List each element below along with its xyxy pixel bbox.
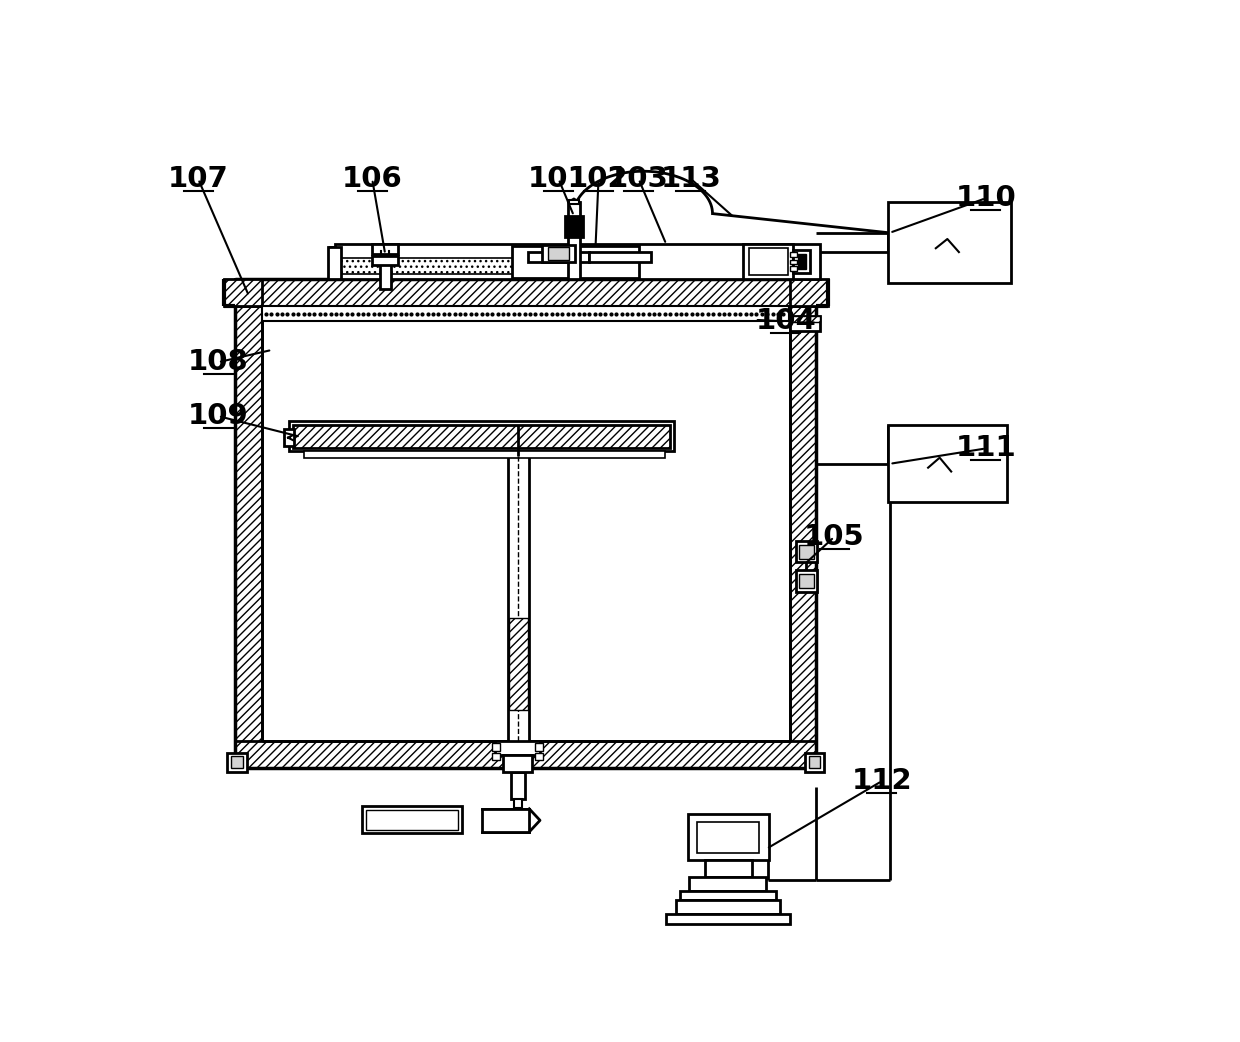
Bar [362,807,463,834]
Text: 112: 112 [852,767,913,795]
Bar [542,245,575,263]
Bar [790,316,821,331]
Text: 101: 101 [528,165,589,193]
Bar [790,279,828,306]
Bar [569,200,579,204]
Text: 103: 103 [608,165,670,193]
Bar [688,814,769,861]
Bar [372,245,398,253]
Bar [808,756,821,768]
Bar [341,258,619,274]
Bar [666,914,790,923]
Bar [379,245,391,289]
Bar [805,752,825,772]
Bar [262,306,790,321]
Bar [794,250,810,273]
Bar [799,574,815,588]
Bar [536,752,543,761]
Bar [790,316,821,322]
Bar [511,772,525,799]
Bar [503,754,532,772]
Text: 102: 102 [568,165,629,193]
Bar [495,741,539,754]
Bar [799,253,806,269]
Bar [492,743,500,751]
Bar [289,422,675,451]
Bar [372,256,398,265]
Bar [481,809,529,832]
Bar [231,756,243,768]
Bar [796,541,817,563]
Bar [236,279,816,306]
Bar [589,252,651,263]
Text: 106: 106 [342,165,403,193]
Bar [796,570,817,592]
Bar [513,799,522,808]
Bar [335,245,821,279]
Bar [790,259,797,265]
Bar [223,279,262,306]
Bar [327,247,341,279]
Text: 109: 109 [187,402,248,430]
Bar [704,861,751,877]
Text: 113: 113 [661,165,722,193]
Bar [284,429,294,446]
Bar [512,246,640,277]
Bar [492,752,500,761]
Text: 108: 108 [187,348,248,376]
Bar [548,247,569,259]
Bar [888,202,1012,282]
Bar [510,618,528,711]
Bar [743,245,794,279]
Bar [236,279,262,768]
Bar [564,216,583,238]
Bar [227,752,247,772]
Bar [304,451,665,458]
Bar [676,900,780,914]
Bar [507,456,529,745]
Bar [799,545,815,559]
Bar [689,877,766,891]
Text: 104: 104 [755,307,816,336]
Bar [749,248,787,275]
Bar [536,743,543,751]
Bar [790,266,797,271]
Text: 107: 107 [167,165,228,193]
Bar [888,425,1007,502]
Bar [681,891,776,900]
Text: 105: 105 [804,523,864,551]
Bar [236,741,816,768]
Bar [790,252,797,256]
Bar [293,425,670,448]
Bar [528,252,589,263]
Bar [568,202,580,279]
Bar [790,279,816,768]
Text: 111: 111 [956,435,1017,463]
Bar [697,822,759,852]
Bar [366,811,459,829]
Text: 110: 110 [956,184,1017,213]
